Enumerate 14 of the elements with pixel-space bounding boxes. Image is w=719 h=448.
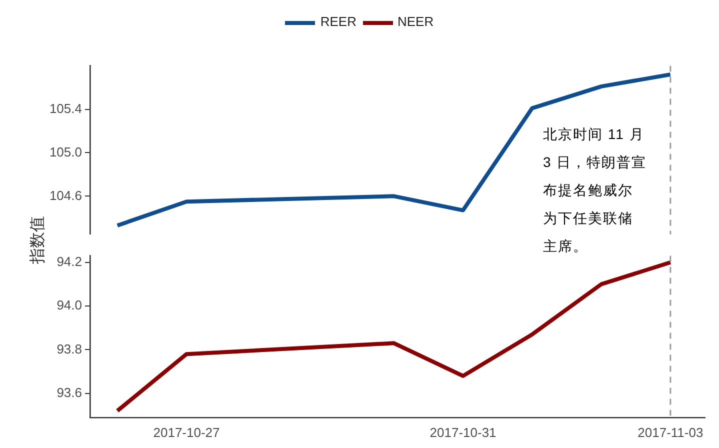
y-axis-title: 指数值 <box>28 216 48 264</box>
x-tick-label: 2017-10-31 <box>430 424 496 440</box>
y-tick-label: 93.6 <box>56 384 82 400</box>
y-tick-label: 94.0 <box>56 298 82 313</box>
legend-label: NEER <box>396 14 434 29</box>
x-tick-label: 2017-11-03 <box>638 424 704 440</box>
annotation: 北京时间 11 月 3 日，特朗普宣布提名鲍威尔为下任美联储主席。 <box>543 125 648 256</box>
legend-label: REER <box>319 14 356 29</box>
y-tick-label: 105.0 <box>49 144 82 160</box>
y-tick-label: 104.6 <box>49 188 82 203</box>
y-tick-label: 93.8 <box>56 341 82 356</box>
y-tick-label: 94.2 <box>56 254 82 269</box>
y-tick-label: 105.4 <box>49 100 82 116</box>
x-tick-label: 2017-10-27 <box>153 424 220 440</box>
